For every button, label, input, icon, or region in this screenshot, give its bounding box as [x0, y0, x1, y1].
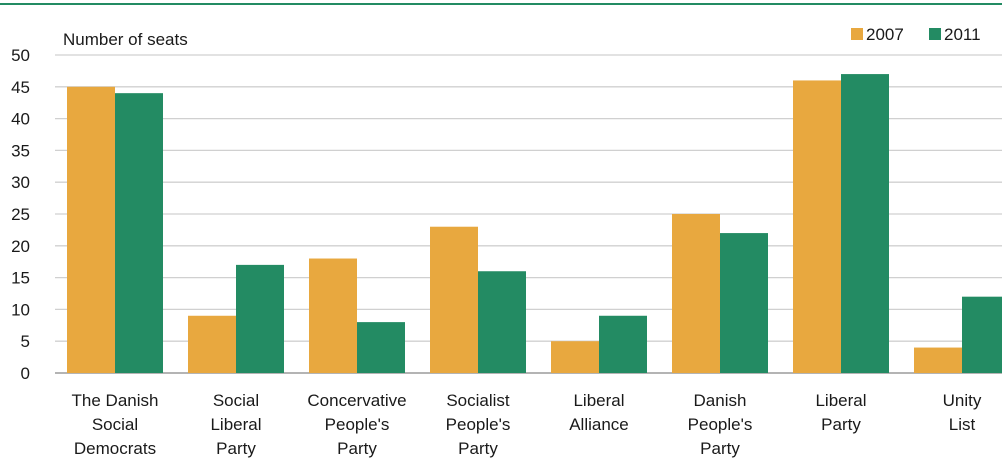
- category-label: Party: [216, 439, 256, 458]
- category-label: Social: [213, 391, 259, 410]
- bars: [67, 74, 1002, 374]
- y-tick-label: 20: [11, 237, 30, 256]
- y-tick-label: 50: [11, 46, 30, 65]
- bar-2007-6: [793, 80, 841, 373]
- y-tick-label: 0: [21, 364, 30, 383]
- bar-2007-2: [309, 258, 357, 373]
- category-label: Danish: [694, 391, 747, 410]
- category-label: Unity: [943, 391, 982, 410]
- y-tick-label: 40: [11, 110, 30, 129]
- x-axis-labels: The Danish Social Democrats Social Liberal Pa…: [72, 391, 982, 458]
- category-label: Liberal: [210, 415, 261, 434]
- bar-2011-4: [599, 315, 647, 373]
- category-label: Liberal: [815, 391, 866, 410]
- bar-2011-2: [357, 322, 405, 373]
- category-label: The Danish: [72, 391, 159, 410]
- y-tick-label: 10: [11, 300, 30, 319]
- category-label: Social: [92, 415, 138, 434]
- category-label: Socialist: [446, 391, 510, 410]
- category-label: People's: [446, 415, 511, 434]
- legend-swatch-2011: [929, 28, 941, 40]
- y-tick-label: 45: [11, 78, 30, 97]
- category-label: Concervative: [307, 391, 406, 410]
- category-label: People's: [325, 415, 390, 434]
- y-tick-label: 35: [11, 141, 30, 160]
- bar-2011-7: [962, 296, 1002, 373]
- legend: 2007 2011: [851, 25, 981, 44]
- bar-2011-6: [841, 74, 889, 373]
- bar-2007-1: [188, 315, 236, 373]
- bar-2011-1: [236, 264, 284, 373]
- category-label: People's: [688, 415, 753, 434]
- bar-2011-5: [720, 233, 768, 373]
- bar-2007-4: [551, 341, 599, 373]
- legend-label-2007: 2007: [866, 25, 904, 44]
- y-tick-label: 25: [11, 205, 30, 224]
- y-axis-ticks: 0 5 10 15 20 25 30 35 40 45 50: [11, 46, 30, 383]
- category-label: Alliance: [569, 415, 629, 434]
- bar-2011-0: [115, 93, 163, 373]
- category-label: Party: [337, 439, 377, 458]
- legend-label-2011: 2011: [944, 25, 981, 44]
- legend-swatch-2007: [851, 28, 863, 40]
- category-label: Party: [458, 439, 498, 458]
- bar-2007-7: [914, 347, 962, 373]
- y-tick-label: 5: [21, 332, 30, 351]
- bar-2007-5: [672, 214, 720, 373]
- category-label: Liberal: [573, 391, 624, 410]
- category-label: Party: [821, 415, 861, 434]
- category-label: Democrats: [74, 439, 156, 458]
- bar-2007-3: [430, 226, 478, 373]
- bar-2011-3: [478, 271, 526, 373]
- bar-2007-0: [67, 86, 115, 374]
- y-tick-label: 15: [11, 269, 30, 288]
- category-label: List: [949, 415, 976, 434]
- y-tick-label: 30: [11, 173, 30, 192]
- category-label: Party: [700, 439, 740, 458]
- y-axis-label: Number of seats: [63, 30, 188, 49]
